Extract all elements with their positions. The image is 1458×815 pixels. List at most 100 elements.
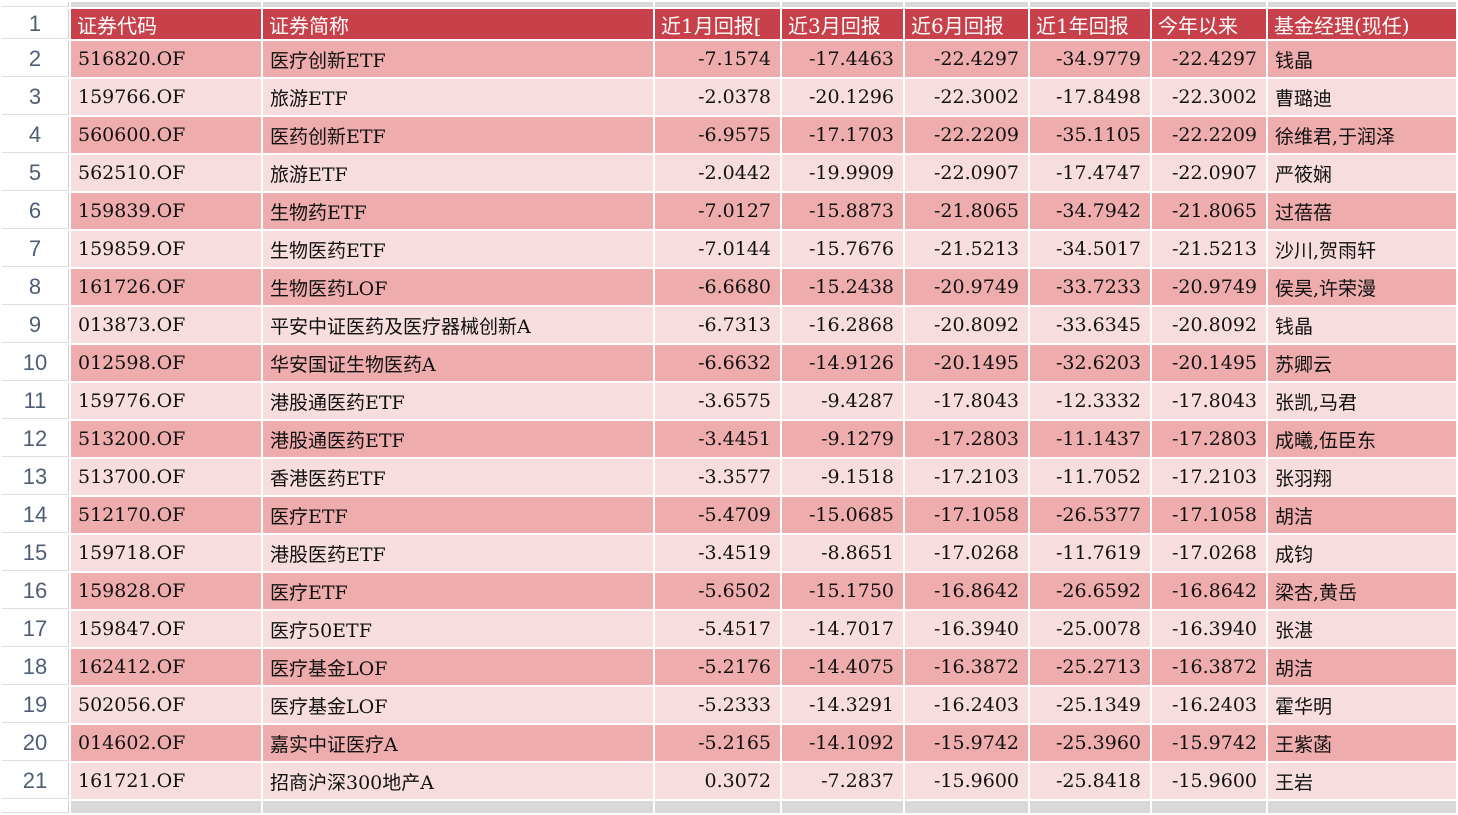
cell-ytd[interactable]: -20.8092 — [1152, 307, 1266, 343]
cell-r1m[interactable]: 0.3072 — [655, 763, 780, 799]
cell-code[interactable]: 162412.OF — [71, 649, 261, 685]
cell-r3m[interactable]: -15.7676 — [782, 231, 903, 267]
cell-name[interactable]: 生物医药ETF — [263, 231, 653, 267]
cell-ytd[interactable]: -17.1058 — [1152, 497, 1266, 533]
row-number-cell[interactable]: 13 — [2, 459, 69, 495]
row-number-cell[interactable]: 16 — [2, 573, 69, 609]
cell-mgr[interactable]: 王紫菡 — [1268, 725, 1456, 761]
cell-r1m[interactable]: -5.2333 — [655, 687, 780, 723]
cell-ytd[interactable]: -16.8642 — [1152, 573, 1266, 609]
cell-r1y[interactable]: -17.8498 — [1030, 79, 1150, 115]
cell-mgr[interactable]: 曹璐迪 — [1268, 79, 1456, 115]
cell-ytd[interactable]: -22.4297 — [1152, 41, 1266, 77]
cell-name[interactable]: 旅游ETF — [263, 155, 653, 191]
cell-mgr[interactable]: 徐维君,于润泽 — [1268, 117, 1456, 153]
cell-ytd[interactable]: -16.3872 — [1152, 649, 1266, 685]
row-number-cell[interactable]: 6 — [2, 193, 69, 229]
cell-r6m[interactable]: -20.8092 — [905, 307, 1028, 343]
row-number-cell[interactable]: 1 — [2, 9, 69, 39]
cell-code[interactable]: 159766.OF — [71, 79, 261, 115]
cell-r6m[interactable]: -21.5213 — [905, 231, 1028, 267]
cell-r3m[interactable]: -9.4287 — [782, 383, 903, 419]
cell-r6m[interactable]: -22.3002 — [905, 79, 1028, 115]
cell-name[interactable]: 华安国证生物医药A — [263, 345, 653, 381]
cell-name[interactable]: 香港医药ETF — [263, 459, 653, 495]
row-number-cell[interactable]: 18 — [2, 649, 69, 685]
cell-r1y[interactable]: -25.0078 — [1030, 611, 1150, 647]
cell-r1y[interactable]: -25.1349 — [1030, 687, 1150, 723]
cell-ytd[interactable]: -21.5213 — [1152, 231, 1266, 267]
cell-mgr[interactable]: 过蓓蓓 — [1268, 193, 1456, 229]
cell-name[interactable]: 医疗创新ETF — [263, 41, 653, 77]
cell-mgr[interactable]: 胡洁 — [1268, 649, 1456, 685]
cell-r6m[interactable]: -22.2209 — [905, 117, 1028, 153]
cell-r3m[interactable]: -9.1518 — [782, 459, 903, 495]
cell-name[interactable]: 旅游ETF — [263, 79, 653, 115]
cell-mgr[interactable]: 成钧 — [1268, 535, 1456, 571]
cell-r3m[interactable]: -7.2837 — [782, 763, 903, 799]
cell-name[interactable]: 平安中证医药及医疗器械创新A — [263, 307, 653, 343]
cell-r6m[interactable]: -17.1058 — [905, 497, 1028, 533]
cell-code[interactable]: 014602.OF — [71, 725, 261, 761]
cell-mgr[interactable]: 成曦,伍臣东 — [1268, 421, 1456, 457]
cell-ytd[interactable]: -17.0268 — [1152, 535, 1266, 571]
cell-code[interactable]: 159847.OF — [71, 611, 261, 647]
cell-code[interactable]: 516820.OF — [71, 41, 261, 77]
cell-r3m[interactable]: -17.1703 — [782, 117, 903, 153]
row-number-cell[interactable]: 15 — [2, 535, 69, 571]
cell-ytd[interactable]: -15.9600 — [1152, 763, 1266, 799]
cell-ytd[interactable]: -17.2103 — [1152, 459, 1266, 495]
row-number-cell[interactable]: 11 — [2, 383, 69, 419]
cell-r1y[interactable]: -26.5377 — [1030, 497, 1150, 533]
cell-r6m[interactable]: -17.0268 — [905, 535, 1028, 571]
cell-r3m[interactable]: -19.9909 — [782, 155, 903, 191]
cell-code[interactable]: 159828.OF — [71, 573, 261, 609]
cell-name[interactable]: 医疗基金LOF — [263, 649, 653, 685]
cell-ytd[interactable]: -22.3002 — [1152, 79, 1266, 115]
cell-r1m[interactable]: -6.9575 — [655, 117, 780, 153]
cell-ytd[interactable]: -20.9749 — [1152, 269, 1266, 305]
cell-mgr[interactable]: 沙川,贺雨轩 — [1268, 231, 1456, 267]
cell-ytd[interactable]: -16.2403 — [1152, 687, 1266, 723]
cell-mgr[interactable]: 苏卿云 — [1268, 345, 1456, 381]
cell-r1y[interactable]: -25.3960 — [1030, 725, 1150, 761]
cell-r3m[interactable]: -14.4075 — [782, 649, 903, 685]
cell-r1m[interactable]: -7.1574 — [655, 41, 780, 77]
row-number-cell[interactable]: 10 — [2, 345, 69, 381]
cell-name[interactable]: 港股医药ETF — [263, 535, 653, 571]
cell-ytd[interactable]: -15.9742 — [1152, 725, 1266, 761]
cell-r6m[interactable]: -17.2803 — [905, 421, 1028, 457]
cell-r1y[interactable]: -33.7233 — [1030, 269, 1150, 305]
cell-mgr[interactable]: 钱晶 — [1268, 41, 1456, 77]
cell-r1y[interactable]: -11.7619 — [1030, 535, 1150, 571]
cell-r6m[interactable]: -16.3940 — [905, 611, 1028, 647]
cell-r3m[interactable]: -15.1750 — [782, 573, 903, 609]
cell-r1y[interactable]: -11.1437 — [1030, 421, 1150, 457]
column-header-code[interactable]: 证券代码 — [71, 9, 261, 39]
cell-name[interactable]: 生物医药LOF — [263, 269, 653, 305]
row-number-cell[interactable]: 3 — [2, 79, 69, 115]
cell-r1m[interactable]: -5.4517 — [655, 611, 780, 647]
cell-name[interactable]: 港股通医药ETF — [263, 421, 653, 457]
cell-r6m[interactable]: -16.8642 — [905, 573, 1028, 609]
cell-r1y[interactable]: -33.6345 — [1030, 307, 1150, 343]
cell-ytd[interactable]: -22.2209 — [1152, 117, 1266, 153]
column-header-manager[interactable]: 基金经理(现任) — [1268, 9, 1456, 39]
row-number-cell[interactable]: 8 — [2, 269, 69, 305]
column-header-ytd-return[interactable]: 今年以来 — [1152, 9, 1266, 39]
column-header-6m-return[interactable]: 近6月回报 — [905, 9, 1028, 39]
cell-mgr[interactable]: 胡洁 — [1268, 497, 1456, 533]
row-number-cell[interactable]: 5 — [2, 155, 69, 191]
cell-r1m[interactable]: -7.0127 — [655, 193, 780, 229]
cell-r1y[interactable]: -25.2713 — [1030, 649, 1150, 685]
cell-r1m[interactable]: -5.2176 — [655, 649, 780, 685]
column-header-1y-return[interactable]: 近1年回报 — [1030, 9, 1150, 39]
cell-mgr[interactable]: 张凯,马君 — [1268, 383, 1456, 419]
cell-name[interactable]: 医疗ETF — [263, 573, 653, 609]
cell-r6m[interactable]: -20.9749 — [905, 269, 1028, 305]
cell-r3m[interactable]: -14.3291 — [782, 687, 903, 723]
cell-code[interactable]: 159718.OF — [71, 535, 261, 571]
cell-r1y[interactable]: -34.5017 — [1030, 231, 1150, 267]
cell-r1m[interactable]: -3.4519 — [655, 535, 780, 571]
cell-r6m[interactable]: -22.4297 — [905, 41, 1028, 77]
